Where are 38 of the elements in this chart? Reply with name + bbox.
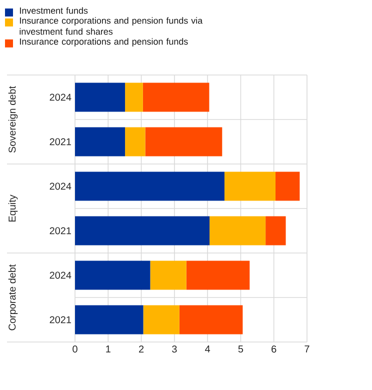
x-tick-label: 1 [106,346,110,352]
x-tick-label: 0 [72,346,78,353]
bar [179,305,243,334]
bar [142,82,210,112]
x-tick-label: 2 [139,346,144,352]
legend-label: Insurance corporations and pension funds [20,38,188,46]
text: Equity [8,194,18,222]
bar [224,172,276,201]
bar [150,260,186,290]
legend-label: Investment funds [20,7,88,14]
y-tick-label: 2024 [50,272,72,279]
bar [143,305,180,334]
bar [75,127,126,156]
y-tick-label: 2021 [50,316,71,324]
bar [125,82,143,112]
y-tick-label: 2021 [50,227,71,234]
bar [75,305,144,334]
bar [75,260,150,290]
y-tick-label: 2021 [50,138,71,146]
legend-label: Insurance corporations and pension funds via investment fund shares [20,17,203,35]
bar [210,216,266,246]
x-tick-label: 3 [172,346,177,353]
x-tick-label: 4 [205,346,210,352]
text: Corporate debt [8,264,18,330]
y-tick-label: 2024 [50,94,72,101]
bar [186,260,250,290]
x-tick-label: 6 [272,346,276,353]
bar [145,127,222,156]
x-tick-label: 5 [238,346,244,352]
bar [75,216,210,246]
bar [266,216,286,246]
bar [125,127,146,156]
bar [276,172,300,201]
x-tick-label: 7 [304,346,310,352]
bar [75,172,224,201]
bar [75,82,126,112]
text: Sovereign debt [8,86,18,153]
y-tick-label: 2024 [50,182,72,190]
